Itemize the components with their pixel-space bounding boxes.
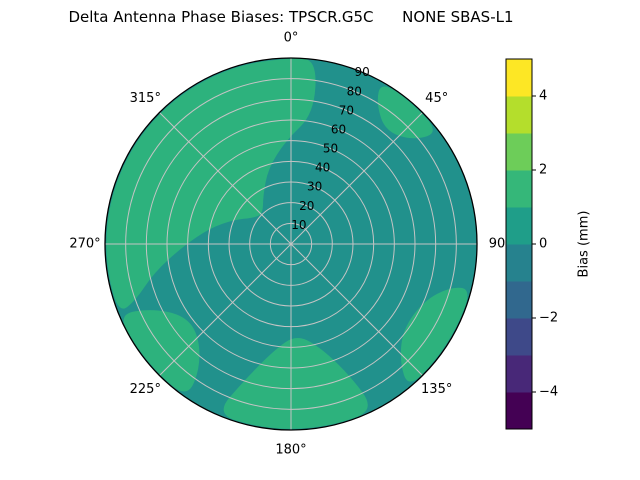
theta-tick-label: 225° [130,382,161,397]
grid-spoke [159,243,292,376]
bias-region-lower-left-band [123,310,200,392]
colorbar-band [506,59,532,97]
theta-tick-label: 135° [421,382,452,397]
grid-spoke [159,112,292,245]
theta-tick-label: 270° [69,237,100,252]
colorbar-ticks: 4 2 0 −2 −4 [532,89,558,400]
r-tick-label: 20 [299,199,314,213]
chart-title: Delta Antenna Phase Biases: TPSCR.G5C NO… [68,8,514,26]
r-tick-label: 80 [347,84,362,98]
theta-labels: 0° 45° 90 135° 180° 225° 270° 315° [69,31,505,458]
colorbar-tick-label: 0 [539,237,547,252]
colorbar-tick-label: 2 [539,163,547,178]
r-labels: 10 20 30 40 50 60 70 80 90 [291,65,370,232]
colorbar-band [506,355,532,393]
polar-grid [105,58,477,430]
grid-spoke [290,112,423,245]
bias-region-upper-right-patch [377,86,433,139]
r-tick-label: 90 [355,65,370,79]
colorbar-tick-label: 4 [539,89,547,104]
r-tick-label: 40 [315,161,330,175]
r-tick-label: 60 [331,122,346,136]
colorbar-band [506,207,532,245]
polar-outline [104,57,478,431]
theta-tick-label: 0° [284,31,299,46]
r-tick-label: 30 [307,180,322,194]
grid-spoke [290,243,423,376]
colorbar-band [506,170,532,208]
colorbar-band [506,318,532,356]
colorbar-band [506,96,532,134]
colorbar [505,58,533,430]
colorbar-band [506,133,532,171]
theta-tick-label: 315° [130,91,161,106]
r-tick-label: 10 [291,218,306,232]
colorbar-tick-label: −4 [539,385,558,400]
bias-region-right-patch [400,287,468,382]
r-tick-label: 50 [323,142,338,156]
theta-tick-label: 90 [489,237,506,252]
colorbar-tick-label: −2 [539,311,558,326]
colorbar-band [506,244,532,282]
theta-tick-label: 180° [275,443,306,458]
colorbar-band [506,392,532,430]
colorbar-band [506,281,532,319]
colorbar-label: Bias (mm) [577,211,592,278]
bias-region-upper-left-lobe [106,58,316,309]
r-tick-label: 70 [339,103,354,117]
theta-tick-label: 45° [425,91,448,106]
